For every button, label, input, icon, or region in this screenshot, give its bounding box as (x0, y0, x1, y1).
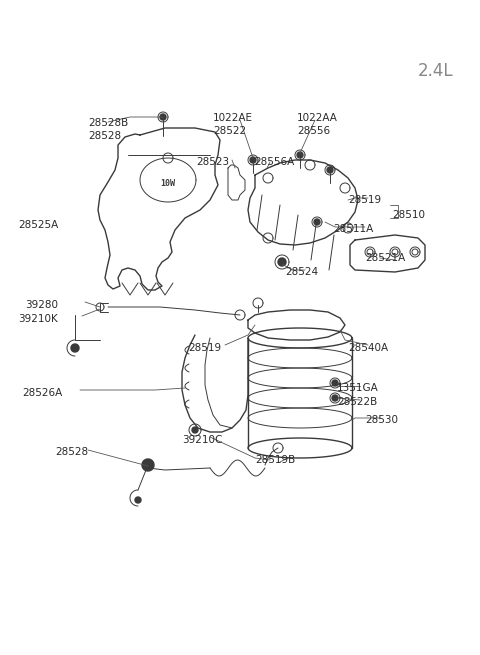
Polygon shape (327, 167, 333, 173)
Text: 28519: 28519 (348, 195, 381, 205)
Text: 28510: 28510 (392, 210, 425, 220)
Polygon shape (192, 427, 198, 433)
Polygon shape (314, 219, 320, 225)
Text: 28521A: 28521A (365, 253, 405, 263)
Text: 28519B: 28519B (255, 455, 295, 465)
Text: 39280: 39280 (25, 300, 58, 310)
Text: 28519: 28519 (188, 343, 221, 353)
Text: 28530: 28530 (365, 415, 398, 425)
Text: 28522B: 28522B (337, 397, 377, 407)
Text: 28556: 28556 (297, 126, 330, 136)
Polygon shape (332, 395, 338, 401)
Polygon shape (297, 152, 303, 158)
Text: 28523: 28523 (196, 157, 229, 167)
Polygon shape (135, 497, 141, 503)
Text: 10W: 10W (160, 179, 176, 187)
Text: 1351GA: 1351GA (337, 383, 379, 393)
Text: 28540A: 28540A (348, 343, 388, 353)
Text: 28526A: 28526A (22, 388, 62, 398)
Text: 28522: 28522 (213, 126, 246, 136)
Text: 28528: 28528 (88, 131, 121, 141)
Polygon shape (142, 459, 154, 471)
Text: 39210K: 39210K (18, 314, 58, 324)
Polygon shape (278, 258, 286, 266)
Text: 28528B: 28528B (88, 118, 128, 128)
Text: 1022AA: 1022AA (297, 113, 338, 123)
Text: 1022AE: 1022AE (213, 113, 253, 123)
Text: 39210C: 39210C (182, 435, 222, 445)
Polygon shape (160, 114, 166, 120)
Polygon shape (71, 344, 79, 352)
Text: 28528: 28528 (55, 447, 88, 457)
Text: 28524: 28524 (285, 267, 318, 277)
Text: 28511A: 28511A (333, 224, 373, 234)
Text: 2.4L: 2.4L (418, 62, 454, 80)
Text: 28525A: 28525A (18, 220, 58, 230)
Text: 28556A: 28556A (254, 157, 294, 167)
Polygon shape (332, 380, 338, 386)
Polygon shape (250, 157, 256, 163)
